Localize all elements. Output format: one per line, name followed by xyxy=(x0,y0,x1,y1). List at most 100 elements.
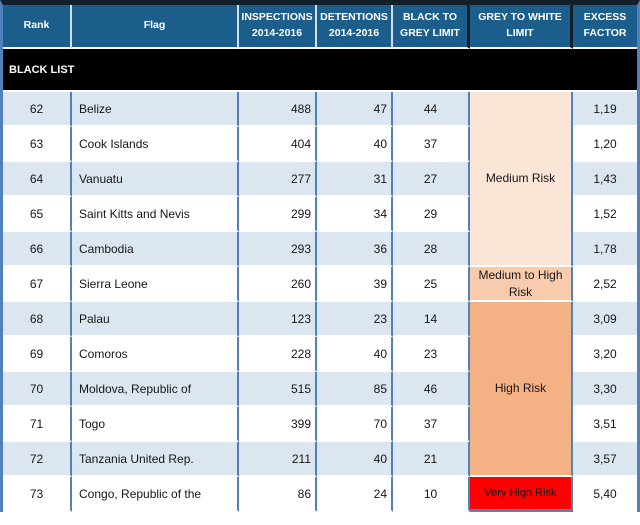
excess-factor-cell: 3,57 xyxy=(573,442,637,477)
black-to-grey-limit-cell: 37 xyxy=(393,127,470,162)
flag-cell: Vanuatu xyxy=(72,162,239,197)
column-header-grey-to-white-limit: GREY TO WHITE LIMIT xyxy=(470,5,573,49)
black-to-grey-limit-cell: 44 xyxy=(393,92,470,127)
rank-cell: 72 xyxy=(3,442,72,477)
table-header: Rank Flag INSPECTIONS 2014-2016 DETENTIO… xyxy=(3,5,637,49)
section-row-black-list: BLACK LIST xyxy=(3,49,637,92)
column-header-inspections: INSPECTIONS 2014-2016 xyxy=(239,5,317,49)
detentions-cell: 70 xyxy=(317,407,393,442)
table-row: 73 Congo, Republic of the 86 24 10 Very … xyxy=(3,477,637,512)
inspections-cell: 399 xyxy=(239,407,317,442)
detentions-cell: 85 xyxy=(317,372,393,407)
rank-cell: 64 xyxy=(3,162,72,197)
rank-cell: 65 xyxy=(3,197,72,232)
excess-factor-cell: 3,20 xyxy=(573,337,637,372)
rank-cell: 66 xyxy=(3,232,72,267)
table-row: 66 Cambodia 293 36 28 1,78 xyxy=(3,232,637,267)
excess-factor-cell: 1,52 xyxy=(573,197,637,232)
excess-factor-cell: 1,20 xyxy=(573,127,637,162)
flag-cell: Congo, Republic of the xyxy=(72,477,239,512)
inspections-cell: 228 xyxy=(239,337,317,372)
table-row: 68 Palau 123 23 14 High Risk 3,09 xyxy=(3,302,637,477)
risk-band-cell-high: High Risk xyxy=(470,302,573,477)
table-row: 64 Vanuatu 277 31 27 1,43 xyxy=(3,162,637,197)
flag-cell: Palau xyxy=(72,302,239,337)
rank-cell: 73 xyxy=(3,477,72,512)
black-to-grey-limit-cell: 23 xyxy=(393,337,470,372)
rank-cell: 62 xyxy=(3,92,72,127)
table-row: 63 Cook Islands 404 40 37 1,20 xyxy=(3,127,637,162)
flag-performance-table: Rank Flag INSPECTIONS 2014-2016 DETENTIO… xyxy=(0,0,640,512)
detentions-cell: 31 xyxy=(317,162,393,197)
section-label: BLACK LIST xyxy=(3,49,637,92)
inspections-cell: 86 xyxy=(239,477,317,512)
excess-factor-cell: 5,40 xyxy=(573,477,637,512)
table-row: 71 Togo 399 70 37 3,51 xyxy=(3,407,637,442)
black-to-grey-limit-cell: 37 xyxy=(393,407,470,442)
inspections-cell: 260 xyxy=(239,267,317,302)
detentions-cell: 23 xyxy=(317,302,393,337)
excess-factor-cell: 1,43 xyxy=(573,162,637,197)
table-row: 69 Comoros 228 40 23 3,20 xyxy=(3,337,637,372)
inspections-cell: 277 xyxy=(239,162,317,197)
rank-cell: 63 xyxy=(3,127,72,162)
rank-cell: 68 xyxy=(3,302,72,337)
black-to-grey-limit-cell: 25 xyxy=(393,267,470,302)
flag-cell: Moldova, Republic of xyxy=(72,372,239,407)
black-to-grey-limit-cell: 27 xyxy=(393,162,470,197)
table-row: 72 Tanzania United Rep. 211 40 21 3,57 xyxy=(3,442,637,477)
rank-cell: 71 xyxy=(3,407,72,442)
detentions-cell: 47 xyxy=(317,92,393,127)
rank-cell: 69 xyxy=(3,337,72,372)
column-header-flag: Flag xyxy=(72,5,239,49)
inspections-cell: 211 xyxy=(239,442,317,477)
risk-band-cell-medium-to-high: Medium to High Risk xyxy=(470,267,573,302)
risk-band-cell-very-high: Very High Risk xyxy=(470,477,573,512)
detentions-cell: 40 xyxy=(317,127,393,162)
black-to-grey-limit-cell: 29 xyxy=(393,197,470,232)
detentions-cell: 39 xyxy=(317,267,393,302)
flag-cell: Togo xyxy=(72,407,239,442)
column-header-detentions: DETENTIONS 2014-2016 xyxy=(317,5,393,49)
column-header-black-to-grey-limit: BLACK TO GREY LIMIT xyxy=(393,5,470,49)
black-to-grey-limit-cell: 46 xyxy=(393,372,470,407)
inspections-cell: 515 xyxy=(239,372,317,407)
table-row: 62 Belize 488 47 44 Medium Risk 1,19 xyxy=(3,92,637,267)
flag-cell: Cook Islands xyxy=(72,127,239,162)
detentions-cell: 36 xyxy=(317,232,393,267)
rank-cell: 70 xyxy=(3,372,72,407)
flag-cell: Belize xyxy=(72,92,239,127)
inspections-cell: 123 xyxy=(239,302,317,337)
excess-factor-cell: 1,19 xyxy=(573,92,637,127)
detentions-cell: 40 xyxy=(317,442,393,477)
excess-factor-cell: 2,52 xyxy=(573,267,637,302)
black-to-grey-limit-cell: 14 xyxy=(393,302,470,337)
detentions-cell: 34 xyxy=(317,197,393,232)
risk-band-cell-medium: Medium Risk xyxy=(470,92,573,267)
table-row: 65 Saint Kitts and Nevis 299 34 29 1,52 xyxy=(3,197,637,232)
detentions-cell: 40 xyxy=(317,337,393,372)
table-body: 62 Belize 488 47 44 Medium Risk 1,19 63 … xyxy=(3,92,637,512)
column-header-rank: Rank xyxy=(3,5,72,49)
black-to-grey-limit-cell: 28 xyxy=(393,232,470,267)
flag-cell: Cambodia xyxy=(72,232,239,267)
inspections-cell: 299 xyxy=(239,197,317,232)
rank-cell: 67 xyxy=(3,267,72,302)
flag-cell: Comoros xyxy=(72,337,239,372)
table-row: 67 Sierra Leone 260 39 25 Medium to High… xyxy=(3,267,637,302)
excess-factor-cell: 3,30 xyxy=(573,372,637,407)
detentions-cell: 24 xyxy=(317,477,393,512)
inspections-cell: 293 xyxy=(239,232,317,267)
inspections-cell: 404 xyxy=(239,127,317,162)
table-row: 70 Moldova, Republic of 515 85 46 3,30 xyxy=(3,372,637,407)
column-header-excess-factor: EXCESS FACTOR xyxy=(573,5,637,49)
excess-factor-cell: 1,78 xyxy=(573,232,637,267)
excess-factor-cell: 3,09 xyxy=(573,302,637,337)
flag-cell: Sierra Leone xyxy=(72,267,239,302)
excess-factor-cell: 3,51 xyxy=(573,407,637,442)
black-to-grey-limit-cell: 21 xyxy=(393,442,470,477)
inspections-cell: 488 xyxy=(239,92,317,127)
header-row: Rank Flag INSPECTIONS 2014-2016 DETENTIO… xyxy=(3,5,637,49)
flag-cell: Tanzania United Rep. xyxy=(72,442,239,477)
